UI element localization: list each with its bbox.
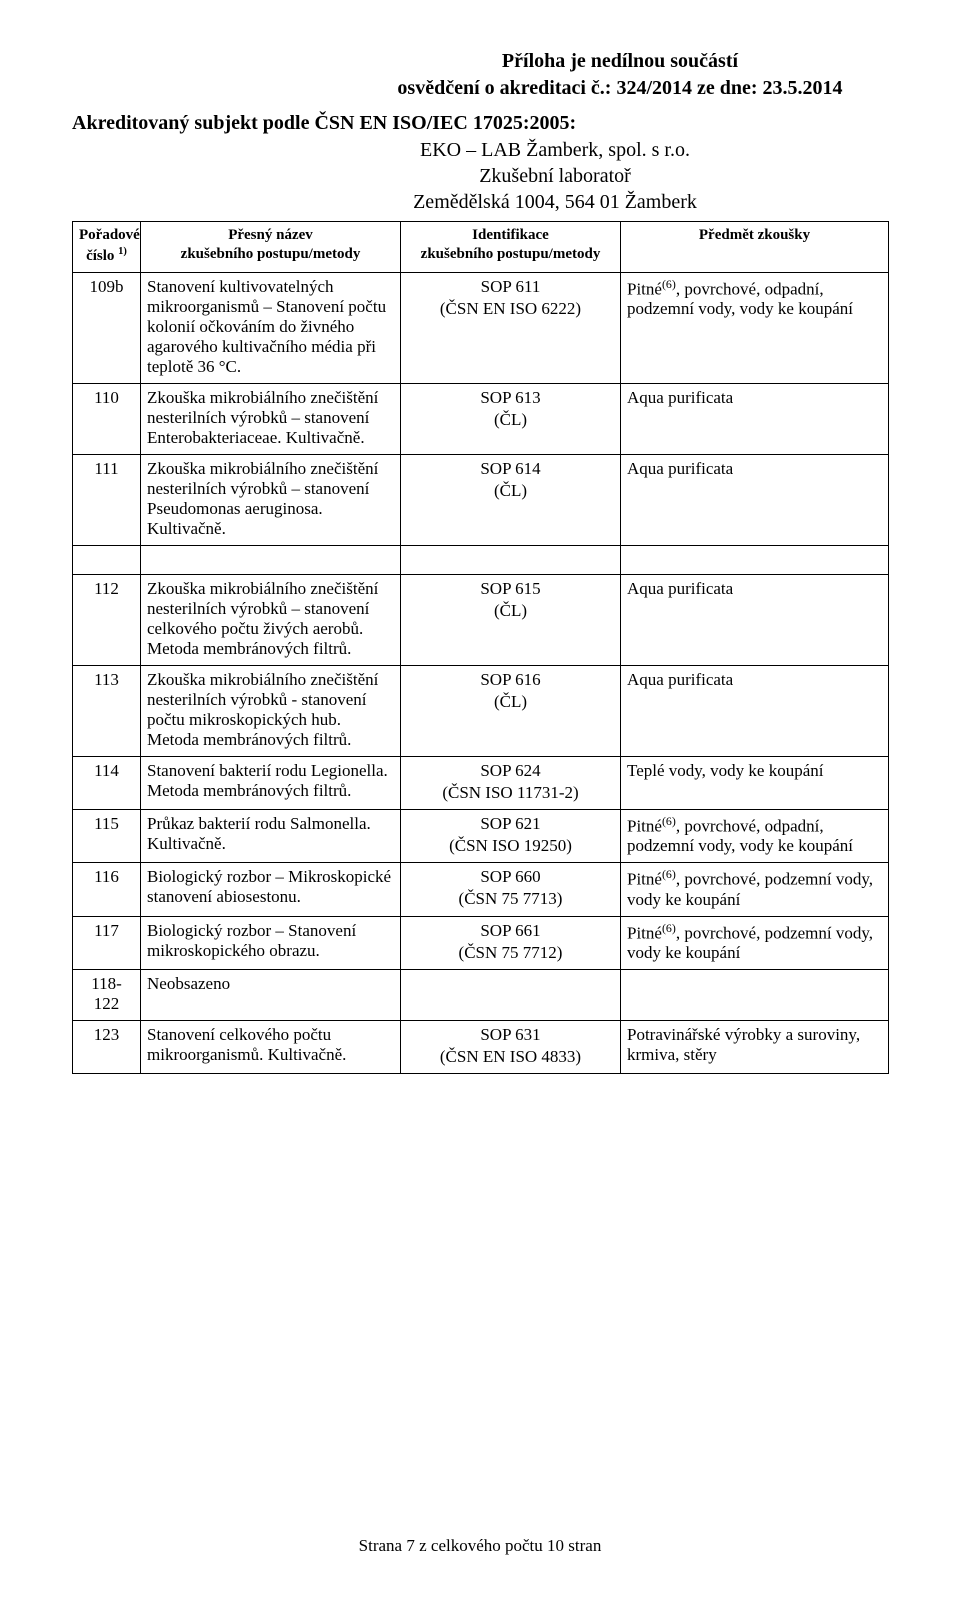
col-header-subject: Předmět zkoušky	[621, 222, 889, 273]
row-method-name: Stanovení kultivovatelných mikroorganism…	[141, 272, 401, 383]
col-header-ident: Identifikace zkušebního postupu/metody	[401, 222, 621, 273]
row-identification: SOP 621(ČSN ISO 19250)	[401, 809, 621, 863]
row-subject: Aqua purificata	[621, 665, 889, 756]
row-number: 110	[73, 383, 141, 454]
methods-table: Pořadové číslo 1) Přesný název zkušebníh…	[72, 221, 889, 1074]
row-identification: SOP 613(ČL)	[401, 383, 621, 454]
row-identification: SOP 611(ČSN EN ISO 6222)	[401, 272, 621, 383]
row-identification: SOP 616(ČL)	[401, 665, 621, 756]
lab-name: EKO – LAB Žamberk, spol. s r.o.	[222, 137, 888, 163]
row-number: 117	[73, 916, 141, 970]
lab-block: EKO – LAB Žamberk, spol. s r.o. Zkušební…	[222, 137, 888, 215]
row-subject: Pitné(6), povrchové, odpadní, podzemní v…	[621, 809, 889, 863]
row-number: 112	[73, 574, 141, 665]
row-identification	[401, 970, 621, 1021]
row-method-name: Biologický rozbor – Stanovení mikroskopi…	[141, 916, 401, 970]
row-identification: SOP 631(ČSN EN ISO 4833)	[401, 1021, 621, 1074]
subject-line: Akreditovaný subjekt podle ČSN EN ISO/IE…	[72, 112, 888, 135]
row-number: 114	[73, 756, 141, 809]
table-row: 109bStanovení kultivovatelných mikroorga…	[73, 272, 889, 383]
row-identification: SOP 615(ČL)	[401, 574, 621, 665]
table-row: 117Biologický rozbor – Stanovení mikrosk…	[73, 916, 889, 970]
row-identification: SOP 661(ČSN 75 7712)	[401, 916, 621, 970]
row-number: 118-122	[73, 970, 141, 1021]
row-subject: Aqua purificata	[621, 383, 889, 454]
table-row: 110Zkouška mikrobiálního znečištění nest…	[73, 383, 889, 454]
row-subject: Aqua purificata	[621, 454, 889, 545]
col-header-num: Pořadové číslo 1)	[73, 222, 141, 273]
row-method-name: Biologický rozbor – Mikroskopické stanov…	[141, 863, 401, 917]
table-row: 116Biologický rozbor – Mikroskopické sta…	[73, 863, 889, 917]
row-method-name: Zkouška mikrobiálního znečištění nesteri…	[141, 383, 401, 454]
col-header-name: Přesný název zkušebního postupu/metody	[141, 222, 401, 273]
table-row: 123Stanovení celkového počtu mikroorgani…	[73, 1021, 889, 1074]
row-subject: Potravinářské výrobky a suroviny, krmiva…	[621, 1021, 889, 1074]
row-subject	[621, 970, 889, 1021]
row-number: 123	[73, 1021, 141, 1074]
table-row: 118-122Neobsazeno	[73, 970, 889, 1021]
row-method-name: Zkouška mikrobiálního znečištění nesteri…	[141, 454, 401, 545]
row-subject: Teplé vody, vody ke koupání	[621, 756, 889, 809]
lab-subtitle: Zkušební laboratoř	[222, 163, 888, 189]
table-row: 111Zkouška mikrobiálního znečištění nest…	[73, 454, 889, 545]
row-subject: Pitné(6), povrchové, odpadní, podzemní v…	[621, 272, 889, 383]
row-identification: SOP 660(ČSN 75 7713)	[401, 863, 621, 917]
row-method-name: Zkouška mikrobiálního znečištění nesteri…	[141, 574, 401, 665]
table-header-row: Pořadové číslo 1) Přesný název zkušebníh…	[73, 222, 889, 273]
table-row: 115Průkaz bakterií rodu Salmonella. Kult…	[73, 809, 889, 863]
row-method-name: Průkaz bakterií rodu Salmonella. Kultiva…	[141, 809, 401, 863]
row-number: 109b	[73, 272, 141, 383]
row-method-name: Zkouška mikrobiálního znečištění nesteri…	[141, 665, 401, 756]
row-number: 111	[73, 454, 141, 545]
table-row: 114Stanovení bakterií rodu Legionella. M…	[73, 756, 889, 809]
row-number: 116	[73, 863, 141, 917]
page-header: Příloha je nedílnou součástí osvědčení o…	[352, 48, 888, 102]
header-line-2: osvědčení o akreditaci č.: 324/2014 ze d…	[352, 75, 888, 102]
row-method-name: Stanovení celkového počtu mikroorganismů…	[141, 1021, 401, 1074]
row-subject: Aqua purificata	[621, 574, 889, 665]
table-section-gap	[73, 545, 889, 574]
row-identification: SOP 614(ČL)	[401, 454, 621, 545]
row-number: 113	[73, 665, 141, 756]
row-method-name: Neobsazeno	[141, 970, 401, 1021]
row-subject: Pitné(6), povrchové, podzemní vody, vody…	[621, 863, 889, 917]
row-number: 115	[73, 809, 141, 863]
row-identification: SOP 624(ČSN ISO 11731-2)	[401, 756, 621, 809]
row-method-name: Stanovení bakterií rodu Legionella. Meto…	[141, 756, 401, 809]
table-row: 112Zkouška mikrobiálního znečištění nest…	[73, 574, 889, 665]
table-row: 113Zkouška mikrobiálního znečištění nest…	[73, 665, 889, 756]
lab-address: Zemědělská 1004, 564 01 Žamberk	[222, 189, 888, 215]
row-subject: Pitné(6), povrchové, podzemní vody, vody…	[621, 916, 889, 970]
page-footer: Strana 7 z celkového počtu 10 stran	[0, 1536, 960, 1556]
header-line-1: Příloha je nedílnou součástí	[352, 48, 888, 75]
